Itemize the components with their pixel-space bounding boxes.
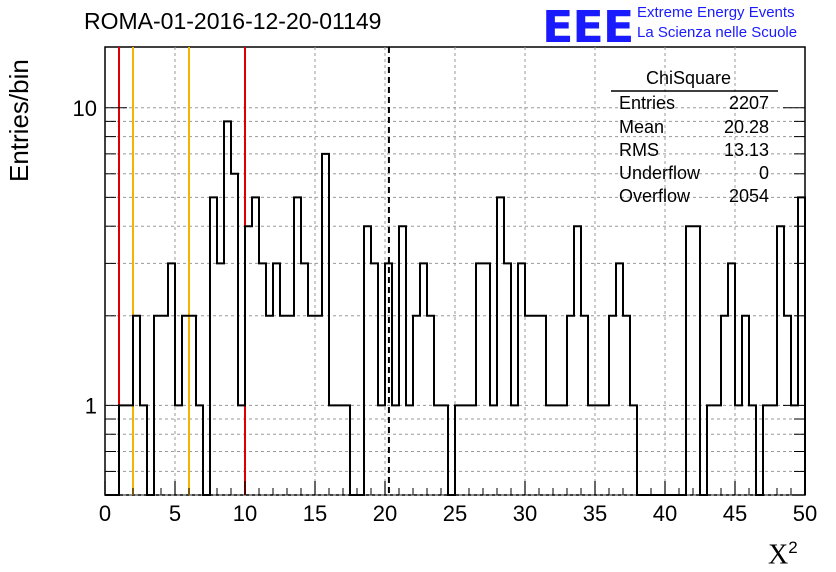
x-tick-label: 35: [583, 501, 607, 526]
x-tick-label: 50: [793, 501, 817, 526]
x-tick-label: 25: [443, 501, 467, 526]
run-title: ROMA-01-2016-12-20-01149: [84, 8, 382, 34]
x-axis-label: X2: [768, 538, 798, 571]
x-tick-label: 15: [303, 501, 327, 526]
stats-box-title: ChiSquare: [646, 68, 732, 88]
axis-tick-labels: 0 5 10 15 20 25 30 35 40 45 50 1 10: [73, 96, 818, 526]
x-tick-label: 0: [99, 501, 111, 526]
y-tick-label: 10: [73, 96, 97, 121]
logo-subtitle-2: La Scienza nelle Scuole: [637, 24, 798, 41]
axis-ticks: [104, 107, 806, 496]
x-tick-label: 10: [233, 501, 257, 526]
logo-subtitle-1: Extreme Energy Events: [637, 4, 795, 21]
marker-lines: [118, 47, 390, 495]
eee-logo: EEE: [542, 1, 634, 53]
x-tick-label: 5: [169, 501, 181, 526]
y-axis-label: Entries/bin: [4, 59, 34, 182]
x-tick-label: 30: [513, 501, 537, 526]
y-tick-label: 1: [85, 393, 97, 418]
histogram-series: [105, 120, 806, 496]
x-tick-label: 20: [373, 501, 397, 526]
x-tick-label: 45: [723, 501, 747, 526]
x-tick-label: 40: [653, 501, 677, 526]
